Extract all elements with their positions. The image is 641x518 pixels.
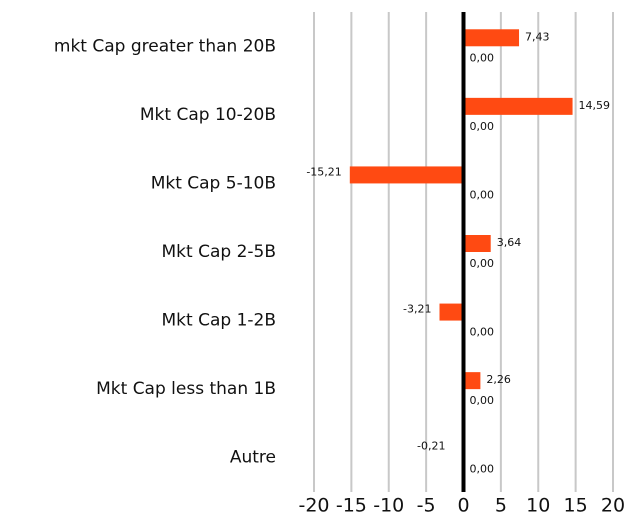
value-label: 2,26 [486,373,511,386]
value-label: 7,43 [525,30,550,43]
category-label: Autre [230,448,276,468]
x-tick-label: -10 [373,495,404,517]
value-label: -0,21 [417,440,445,453]
x-tick-label: 20 [601,495,625,517]
x-tick-label: 0 [457,495,469,517]
value-label: 3,64 [497,236,521,249]
value-label: 14,59 [579,99,611,112]
bar [439,303,464,321]
x-tick-label: 5 [495,495,507,517]
x-tick-label: -15 [336,495,367,517]
value-label: -3,21 [403,303,431,316]
category-label: Mkt Cap 5-10B [151,173,276,193]
category-label: Mkt Cap 1-2B [162,311,277,331]
bar [463,372,481,390]
value-label: -15,21 [306,165,341,178]
bar [463,97,573,115]
x-tick-label: 15 [564,495,588,517]
x-tick-label: -5 [417,495,436,517]
category-label: Mkt Cap 2-5B [162,242,277,262]
category-label: Mkt Cap less than 1B [96,379,276,399]
value-label: 0,00 [470,326,495,339]
category-label: Mkt Cap 10-20B [140,105,276,125]
value-label: 0,00 [470,188,495,201]
bar [463,235,491,252]
x-tick-label: -20 [298,495,329,517]
bar [349,166,464,184]
bar [463,29,520,47]
value-label: 0,00 [470,463,495,476]
value-label: 0,00 [470,257,495,270]
value-label: 0,00 [470,120,495,133]
category-label: mkt Cap greater than 20B [54,36,276,56]
value-label: 0,00 [470,394,495,407]
value-label: 0,00 [470,51,495,64]
x-tick-label: 10 [526,495,550,517]
